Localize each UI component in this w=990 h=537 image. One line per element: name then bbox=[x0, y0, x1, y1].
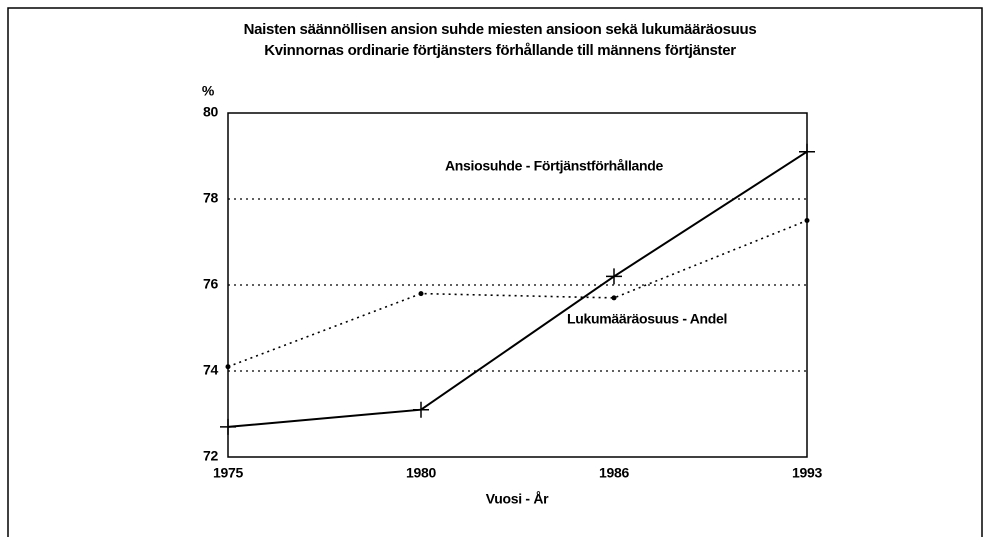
y-axis-label: % bbox=[202, 83, 215, 99]
plot-frame bbox=[227, 112, 808, 458]
y-tick-label: 80 bbox=[203, 104, 218, 120]
x-tick-label: 1993 bbox=[792, 465, 822, 481]
x-axis-label: Vuosi - År bbox=[486, 491, 549, 507]
marker bbox=[225, 364, 231, 370]
x-tick-label: 1980 bbox=[406, 465, 436, 481]
marker bbox=[220, 418, 236, 435]
frame bbox=[7, 7, 983, 537]
x-tick-label: 1975 bbox=[213, 465, 243, 481]
chart-title: Naisten säännöllisen ansion suhde mieste… bbox=[244, 21, 757, 38]
chart-subtitle: Kvinnornas ordinarie förtjänsters förhål… bbox=[264, 42, 736, 59]
marker bbox=[611, 295, 617, 301]
line bbox=[227, 219, 808, 368]
series-label: Ansiosuhde - Förtjänstförhållande bbox=[445, 158, 664, 174]
y-tick-label: 78 bbox=[203, 190, 218, 206]
y-tick-label: 74 bbox=[203, 362, 218, 378]
x-tick-label: 1986 bbox=[599, 465, 629, 481]
series-label: Lukumääräosuus - Andel bbox=[567, 311, 727, 327]
marker bbox=[606, 268, 622, 285]
line bbox=[227, 150, 808, 428]
y-tick-label: 76 bbox=[203, 276, 218, 292]
y-tick-label: 72 bbox=[203, 448, 218, 464]
marker bbox=[418, 291, 424, 297]
marker bbox=[804, 218, 810, 223]
marker bbox=[413, 401, 429, 418]
marker bbox=[799, 143, 815, 160]
